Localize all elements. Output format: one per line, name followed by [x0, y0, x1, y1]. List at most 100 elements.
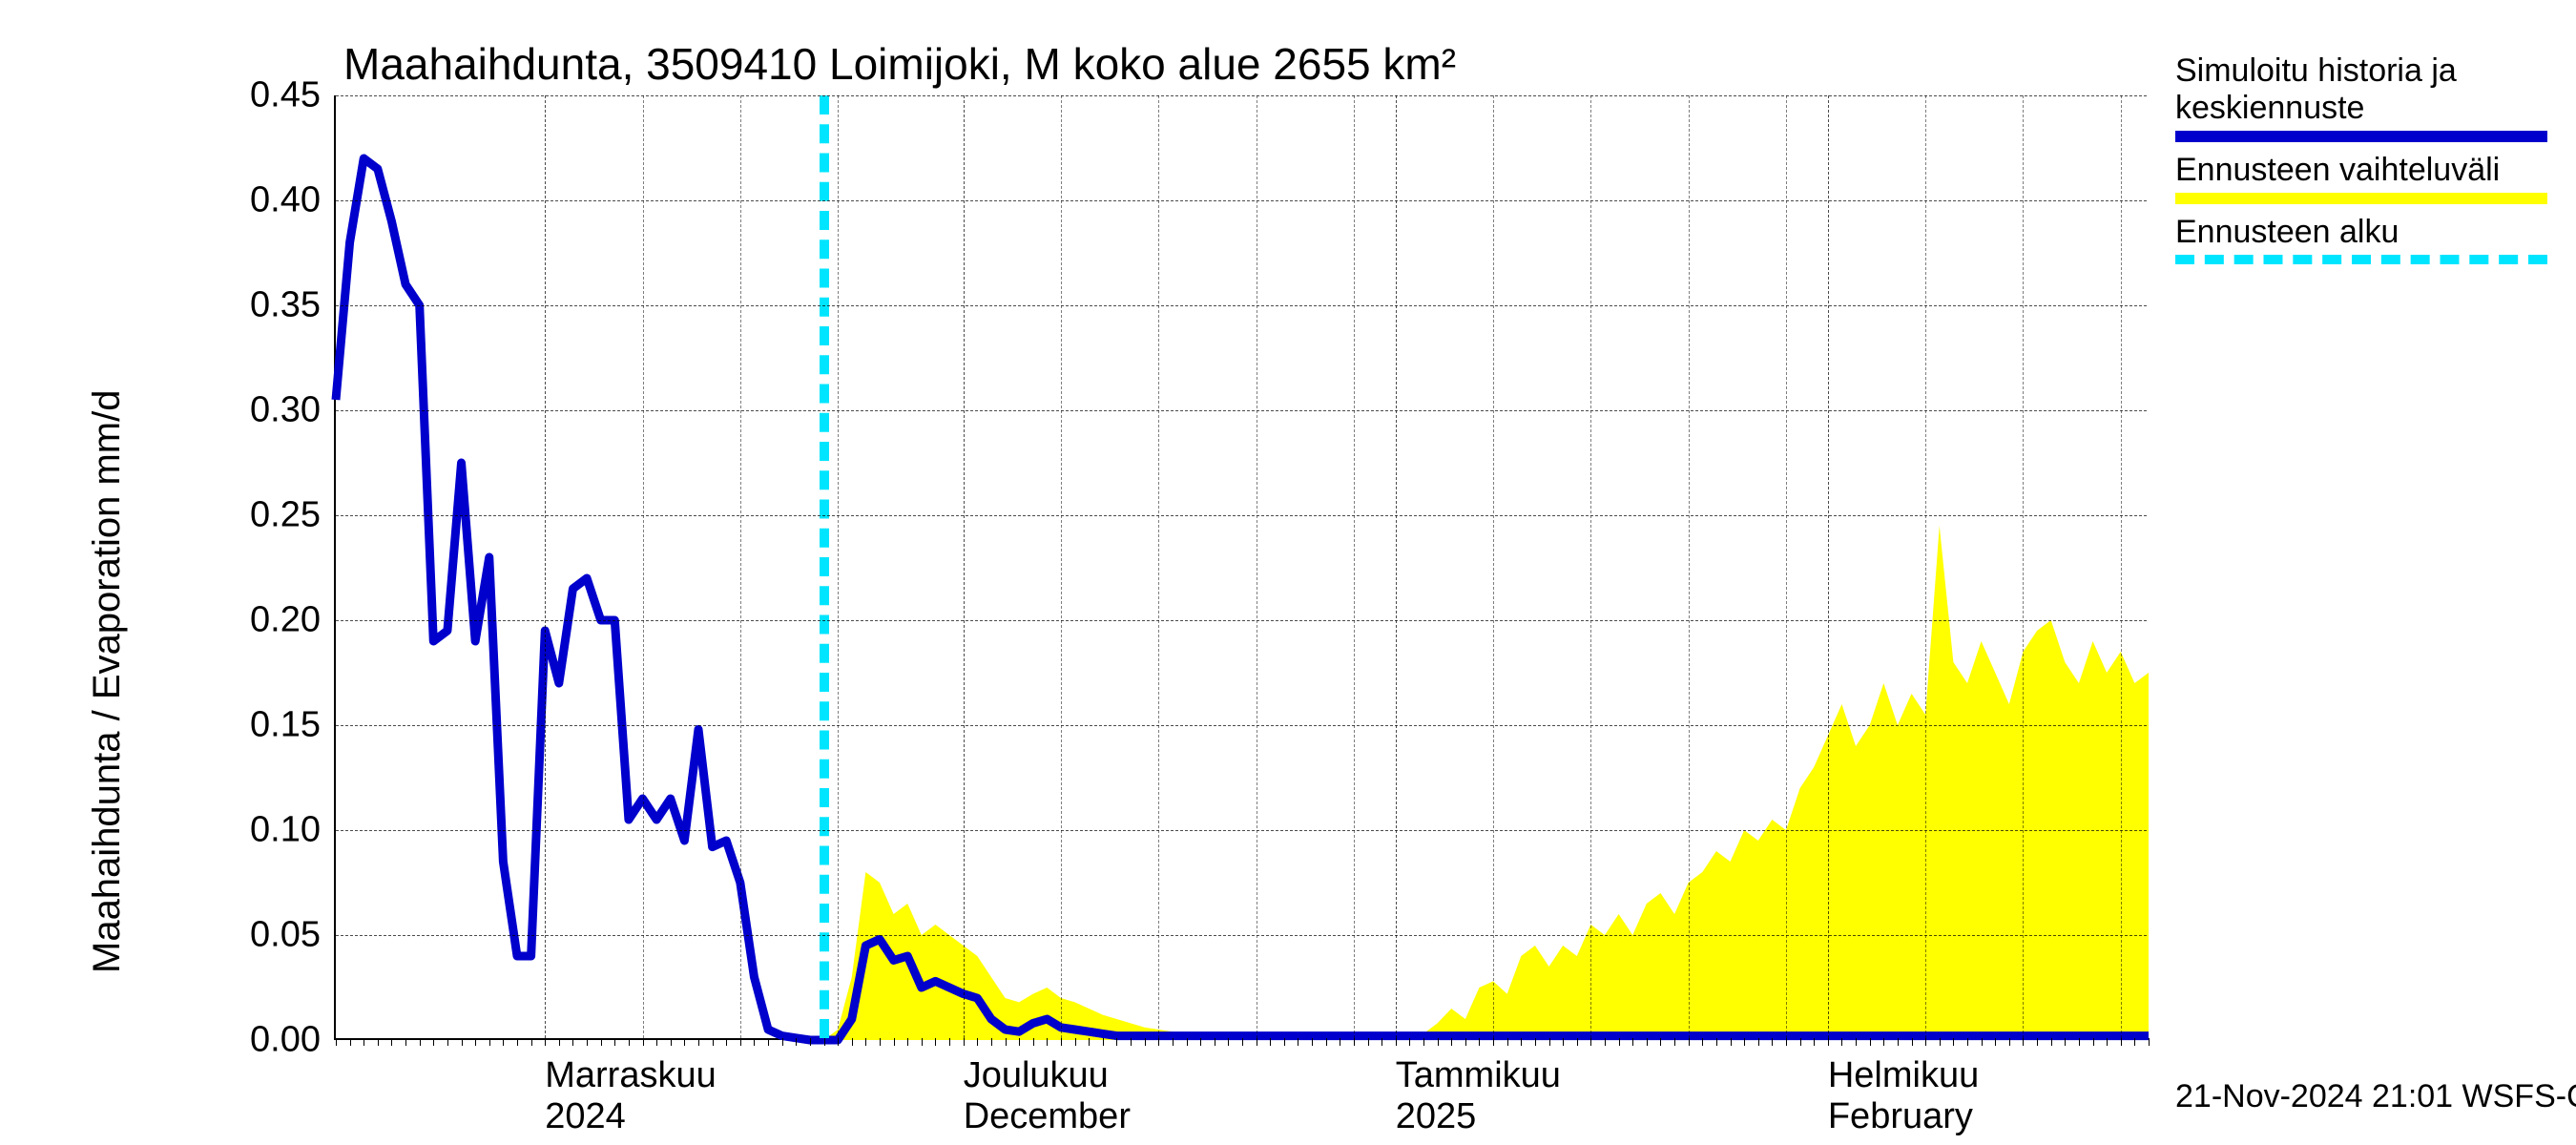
x-minor-tick: [531, 1038, 532, 1046]
x-minor-tick: [1409, 1038, 1410, 1046]
y-axis-label: Maahaihdunta / Evaporation mm/d: [86, 390, 129, 973]
grid-line-horizontal: [336, 515, 2147, 516]
x-minor-tick: [1103, 1038, 1104, 1046]
grid-line-horizontal: [336, 830, 2147, 831]
grid-line-vertical-major: [1396, 95, 1397, 1038]
x-minor-tick: [489, 1038, 490, 1046]
x-minor-tick: [964, 1038, 965, 1046]
legend-entry: Ennusteen alku: [2175, 214, 2547, 264]
grid-line-vertical-minor: [1925, 95, 1926, 1038]
x-minor-tick: [1326, 1038, 1327, 1046]
x-tick-label-line1: Tammikuu: [1396, 1055, 1561, 1095]
x-tick-label: Marraskuu2024: [545, 1055, 717, 1137]
x-minor-tick: [1187, 1038, 1188, 1046]
x-minor-tick: [656, 1038, 657, 1046]
x-minor-tick: [1940, 1038, 1941, 1046]
x-minor-tick: [880, 1038, 881, 1046]
grid-line-vertical-minor: [2121, 95, 2122, 1038]
x-minor-tick: [768, 1038, 769, 1046]
grid-line-horizontal: [336, 410, 2147, 411]
x-minor-tick: [1479, 1038, 1480, 1046]
y-tick-label: 0.00: [250, 1020, 321, 1061]
x-tick-label-line2: 2025: [1396, 1096, 1561, 1137]
x-minor-tick: [545, 1038, 546, 1046]
x-minor-tick: [894, 1038, 895, 1046]
legend-label: Simuloitu historia jakeskiennuste: [2175, 52, 2547, 127]
chart-stage: Maahaihdunta, 3509410 Loimijoki, M koko …: [0, 0, 2576, 1145]
x-minor-tick: [1870, 1038, 1871, 1046]
x-minor-tick: [1145, 1038, 1146, 1046]
grid-line-vertical-minor: [1689, 95, 1690, 1038]
x-minor-tick: [671, 1038, 672, 1046]
grid-line-vertical-minor: [1786, 95, 1787, 1038]
x-minor-tick: [1605, 1038, 1606, 1046]
x-minor-tick: [1368, 1038, 1369, 1046]
plot-area: 0.000.050.100.150.200.250.300.350.400.45…: [334, 95, 2147, 1040]
x-minor-tick: [1828, 1038, 1829, 1046]
y-tick-label: 0.25: [250, 495, 321, 536]
grid-line-horizontal: [336, 725, 2147, 726]
x-minor-tick: [643, 1038, 644, 1046]
x-minor-tick: [2009, 1038, 2010, 1046]
x-minor-tick: [1381, 1038, 1382, 1046]
x-minor-tick: [1800, 1038, 1801, 1046]
x-minor-tick: [1270, 1038, 1271, 1046]
x-minor-tick: [1841, 1038, 1842, 1046]
x-minor-tick: [378, 1038, 379, 1046]
x-minor-tick: [587, 1038, 588, 1046]
x-minor-tick: [907, 1038, 908, 1046]
x-minor-tick: [1493, 1038, 1494, 1046]
x-minor-tick: [1898, 1038, 1899, 1046]
x-minor-tick: [1883, 1038, 1884, 1046]
grid-line-vertical-minor: [1158, 95, 1159, 1038]
x-minor-tick: [1982, 1038, 1983, 1046]
x-minor-tick: [949, 1038, 950, 1046]
x-minor-tick: [447, 1038, 448, 1046]
x-tick-label-line2: December: [964, 1096, 1131, 1137]
x-minor-tick: [2037, 1038, 2038, 1046]
x-minor-tick: [614, 1038, 615, 1046]
x-tick-label: HelmikuuFebruary: [1828, 1055, 1979, 1137]
y-tick-label: 0.45: [250, 75, 321, 116]
x-minor-tick: [1312, 1038, 1313, 1046]
legend-swatch: [2175, 255, 2547, 264]
x-minor-tick: [1423, 1038, 1424, 1046]
x-minor-tick: [336, 1038, 337, 1046]
grid-line-vertical-minor: [1590, 95, 1591, 1038]
x-minor-tick: [2079, 1038, 2080, 1046]
y-tick-label: 0.05: [250, 915, 321, 956]
grid-line-vertical-major: [1828, 95, 1829, 1038]
x-minor-tick: [405, 1038, 406, 1046]
x-minor-tick: [1619, 1038, 1620, 1046]
grid-line-vertical-minor: [838, 95, 839, 1038]
x-minor-tick: [796, 1038, 797, 1046]
x-minor-tick: [1758, 1038, 1759, 1046]
x-minor-tick: [420, 1038, 421, 1046]
footer-timestamp: 21-Nov-2024 21:01 WSFS-O: [2175, 1078, 2576, 1115]
x-minor-tick: [740, 1038, 741, 1046]
x-minor-tick: [629, 1038, 630, 1046]
x-minor-tick: [1786, 1038, 1787, 1046]
x-minor-tick: [726, 1038, 727, 1046]
x-minor-tick: [713, 1038, 714, 1046]
x-tick-label: Tammikuu2025: [1396, 1055, 1561, 1137]
x-minor-tick: [2149, 1038, 2150, 1046]
legend-label: Ennusteen alku: [2175, 214, 2547, 251]
x-tick-label-line2: 2024: [545, 1096, 717, 1137]
x-minor-tick: [503, 1038, 504, 1046]
x-minor-tick: [1647, 1038, 1648, 1046]
x-minor-tick: [1674, 1038, 1675, 1046]
x-minor-tick: [1535, 1038, 1536, 1046]
x-minor-tick: [1006, 1038, 1007, 1046]
grid-line-vertical-major: [964, 95, 965, 1038]
y-tick-label: 0.20: [250, 600, 321, 641]
y-tick-label: 0.40: [250, 180, 321, 221]
x-minor-tick: [2023, 1038, 2024, 1046]
grid-line-horizontal: [336, 200, 2147, 201]
legend-swatch: [2175, 131, 2547, 142]
x-minor-tick: [1354, 1038, 1355, 1046]
x-minor-tick: [572, 1038, 573, 1046]
x-minor-tick: [1047, 1038, 1048, 1046]
y-tick-label: 0.10: [250, 810, 321, 851]
x-minor-tick: [517, 1038, 518, 1046]
